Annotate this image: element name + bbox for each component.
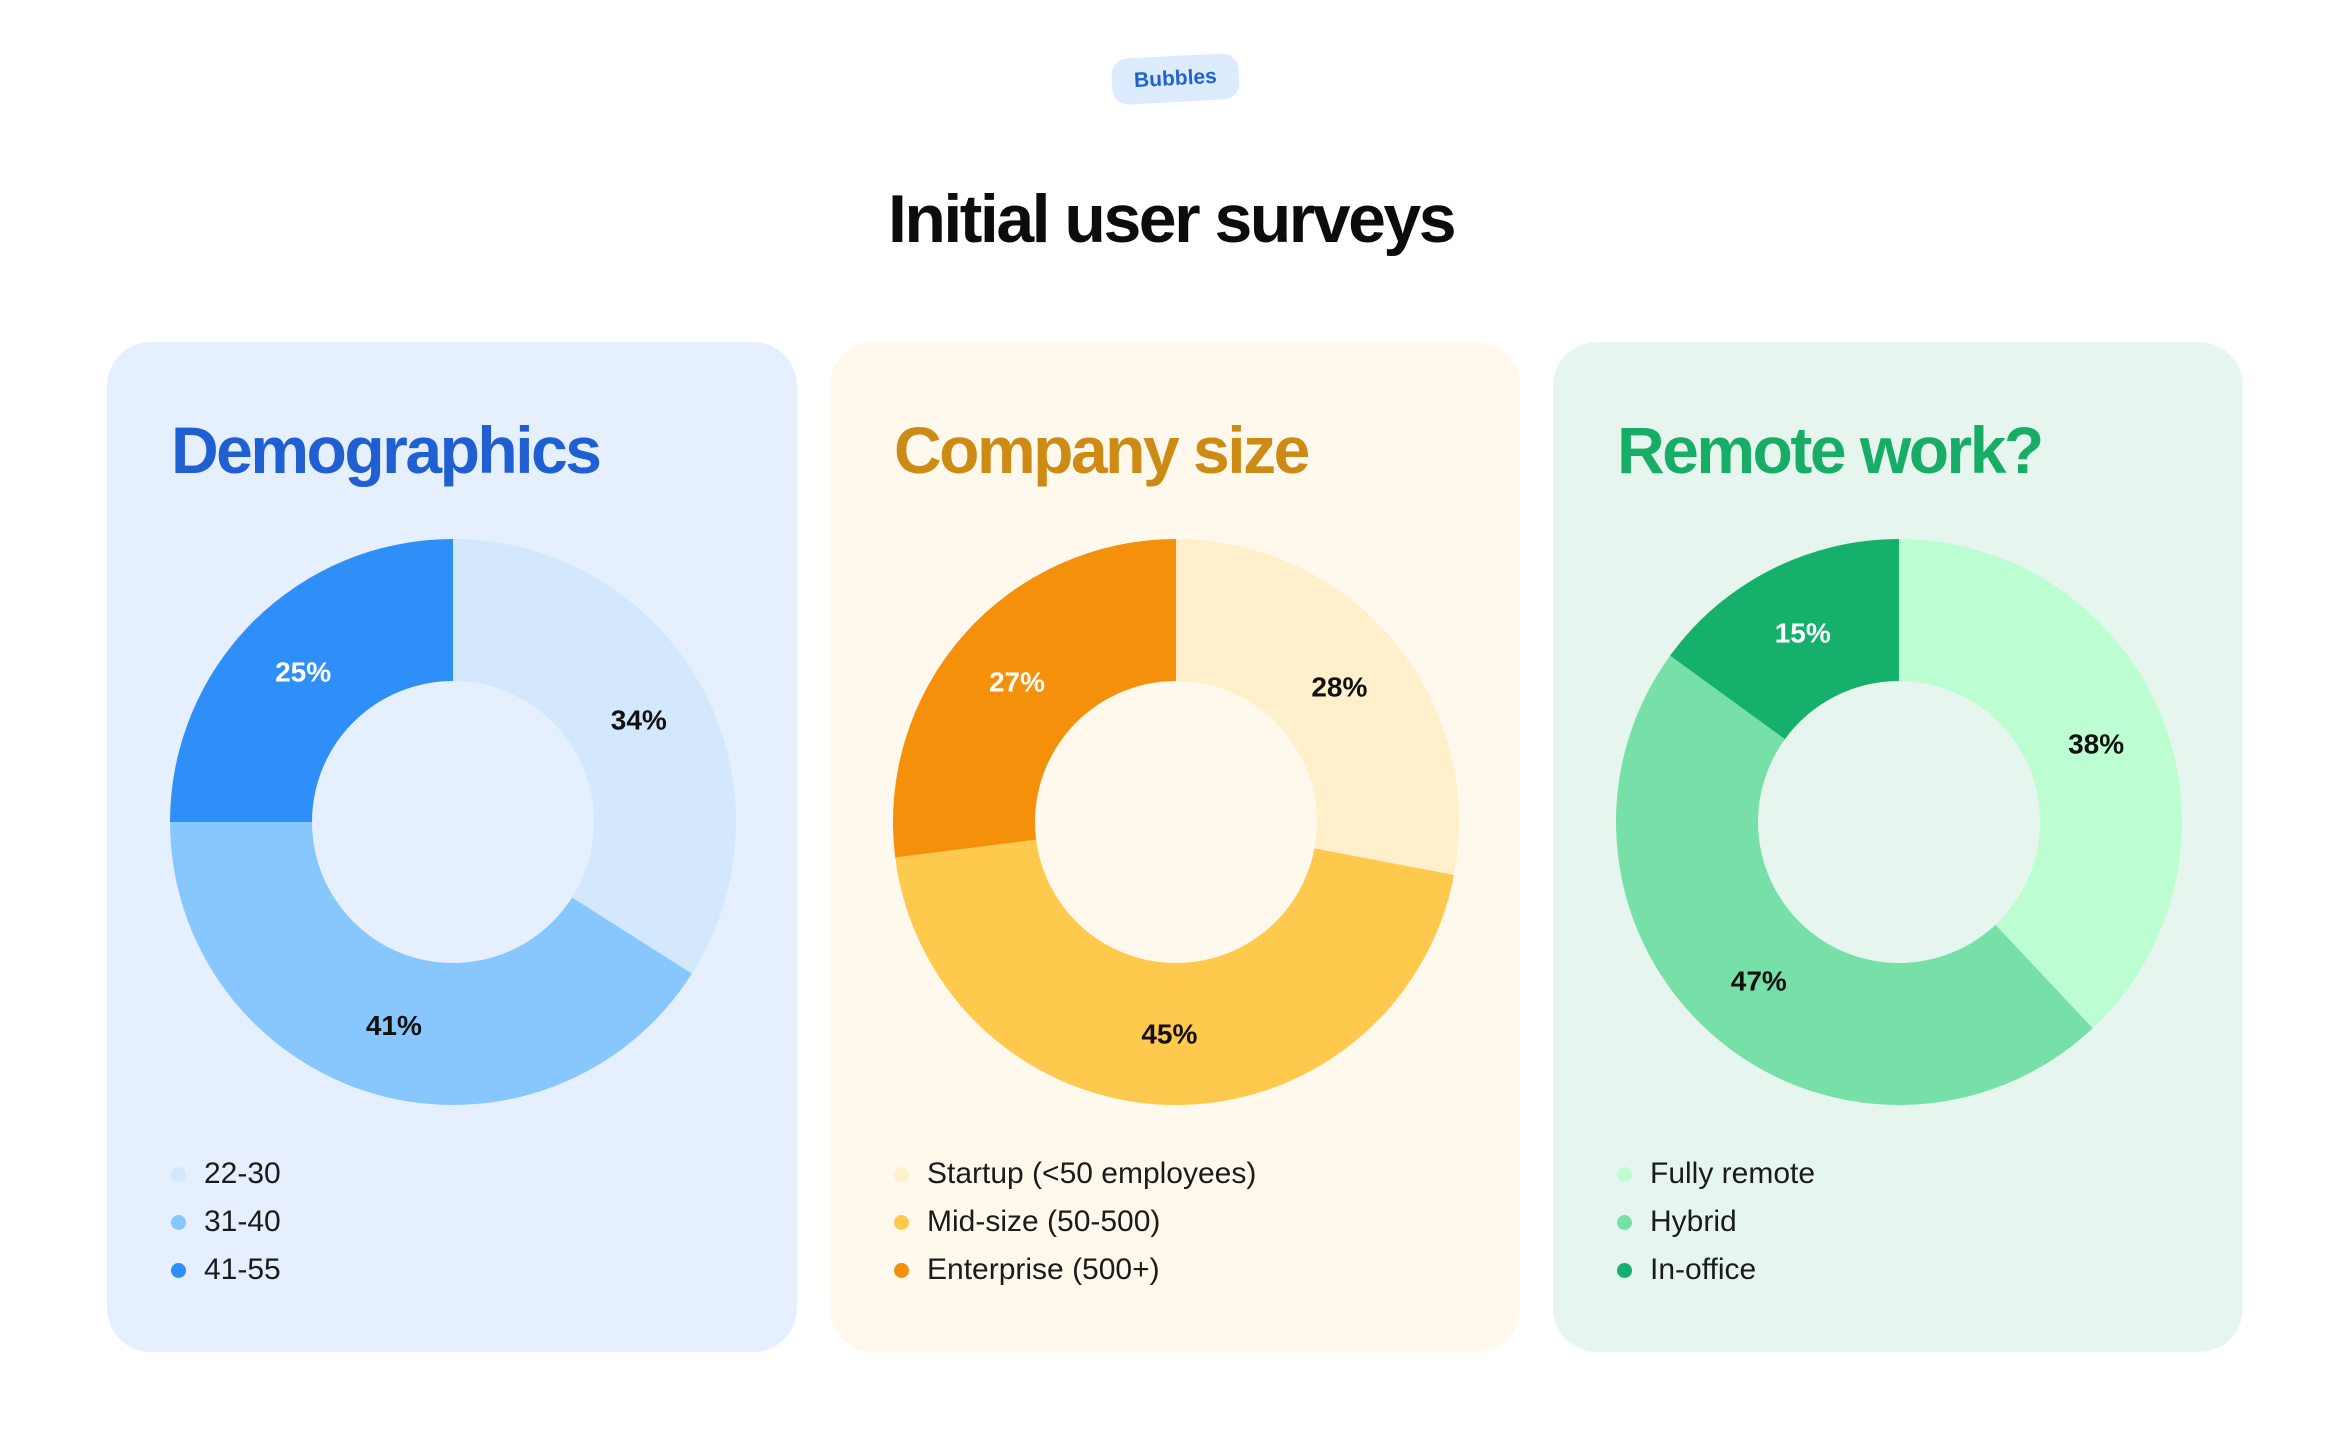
company-size-card: Company size 28% 45% 27% Startup (<50 empl… bbox=[830, 342, 1520, 1352]
legend-swatch bbox=[171, 1214, 186, 1230]
slice-label: 38% bbox=[2068, 728, 2124, 759]
legend-item: In-office bbox=[1617, 1246, 1815, 1294]
page-title: Initial user surveys bbox=[887, 181, 1457, 257]
demographics-donut-chart: 34% 41% 25% bbox=[170, 539, 736, 1105]
legend-label: 41-55 bbox=[204, 1253, 281, 1286]
donut-slice bbox=[453, 539, 736, 974]
card-title: Remote work? bbox=[1617, 413, 2044, 487]
slice-label: 45% bbox=[1141, 1018, 1197, 1049]
slice-label: 47% bbox=[1731, 966, 1787, 997]
legend-label: Hybrid bbox=[1650, 1205, 1737, 1238]
remote-work-legend: Fully remote Hybrid In-office bbox=[1617, 1150, 1815, 1294]
legend-item: 22-30 bbox=[171, 1150, 281, 1198]
card-title: Company size bbox=[894, 413, 1310, 487]
bubbles-badge: Bubbles bbox=[1110, 52, 1240, 106]
legend-swatch bbox=[1617, 1262, 1632, 1278]
donut-slice bbox=[1176, 539, 1459, 876]
legend-swatch bbox=[1617, 1214, 1632, 1230]
legend-item: 31-40 bbox=[171, 1198, 281, 1246]
legend-item: 41-55 bbox=[171, 1246, 281, 1294]
slice-label: 27% bbox=[989, 666, 1045, 697]
legend-label: 31-40 bbox=[204, 1205, 281, 1238]
company-size-legend: Startup (<50 employees) Mid-size (50-500… bbox=[894, 1150, 1256, 1294]
legend-swatch bbox=[1617, 1166, 1632, 1182]
legend-item: Hybrid bbox=[1617, 1198, 1815, 1246]
legend-label: Mid-size (50-500) bbox=[927, 1205, 1161, 1238]
legend-swatch bbox=[171, 1166, 186, 1182]
slice-label: 28% bbox=[1311, 671, 1367, 702]
legend-swatch bbox=[894, 1166, 909, 1182]
donut-slice bbox=[893, 539, 1176, 858]
legend-item: Enterprise (500+) bbox=[894, 1246, 1256, 1294]
legend-swatch bbox=[894, 1262, 909, 1278]
remote-work-card: Remote work? 38% 47% 15% Fully remote Hybr… bbox=[1553, 342, 2243, 1352]
company-size-donut-chart: 28% 45% 27% bbox=[893, 539, 1459, 1105]
legend-label: Enterprise (500+) bbox=[927, 1253, 1160, 1286]
legend-label: Fully remote bbox=[1650, 1157, 1816, 1190]
remote-work-donut-chart: 38% 47% 15% bbox=[1616, 539, 2182, 1105]
donut-slice bbox=[895, 839, 1454, 1105]
legend-item: Mid-size (50-500) bbox=[894, 1198, 1256, 1246]
donut-slice bbox=[1670, 539, 1899, 740]
legend-label: Startup (<50 employees) bbox=[927, 1157, 1257, 1190]
demographics-legend: 22-30 31-40 41-55 bbox=[171, 1150, 281, 1294]
donut-slice bbox=[1899, 539, 2182, 1029]
slice-label: 25% bbox=[275, 657, 331, 688]
card-title: Demographics bbox=[171, 413, 602, 487]
slice-label: 15% bbox=[1775, 618, 1831, 649]
slice-label: 34% bbox=[611, 704, 667, 735]
demographics-card: Demographics 34% 41% 25% 22-30 31-40 41-55 bbox=[107, 342, 797, 1352]
legend-swatch bbox=[171, 1262, 186, 1278]
legend-item: Fully remote bbox=[1617, 1150, 1815, 1198]
donut-slice bbox=[170, 539, 453, 822]
slice-label: 41% bbox=[366, 1010, 422, 1041]
legend-swatch bbox=[894, 1214, 909, 1230]
donut-slice bbox=[170, 822, 692, 1105]
legend-item: Startup (<50 employees) bbox=[894, 1150, 1256, 1198]
legend-label: 22-30 bbox=[204, 1157, 281, 1190]
legend-label: In-office bbox=[1650, 1253, 1757, 1286]
donut-slice bbox=[1616, 655, 2093, 1105]
